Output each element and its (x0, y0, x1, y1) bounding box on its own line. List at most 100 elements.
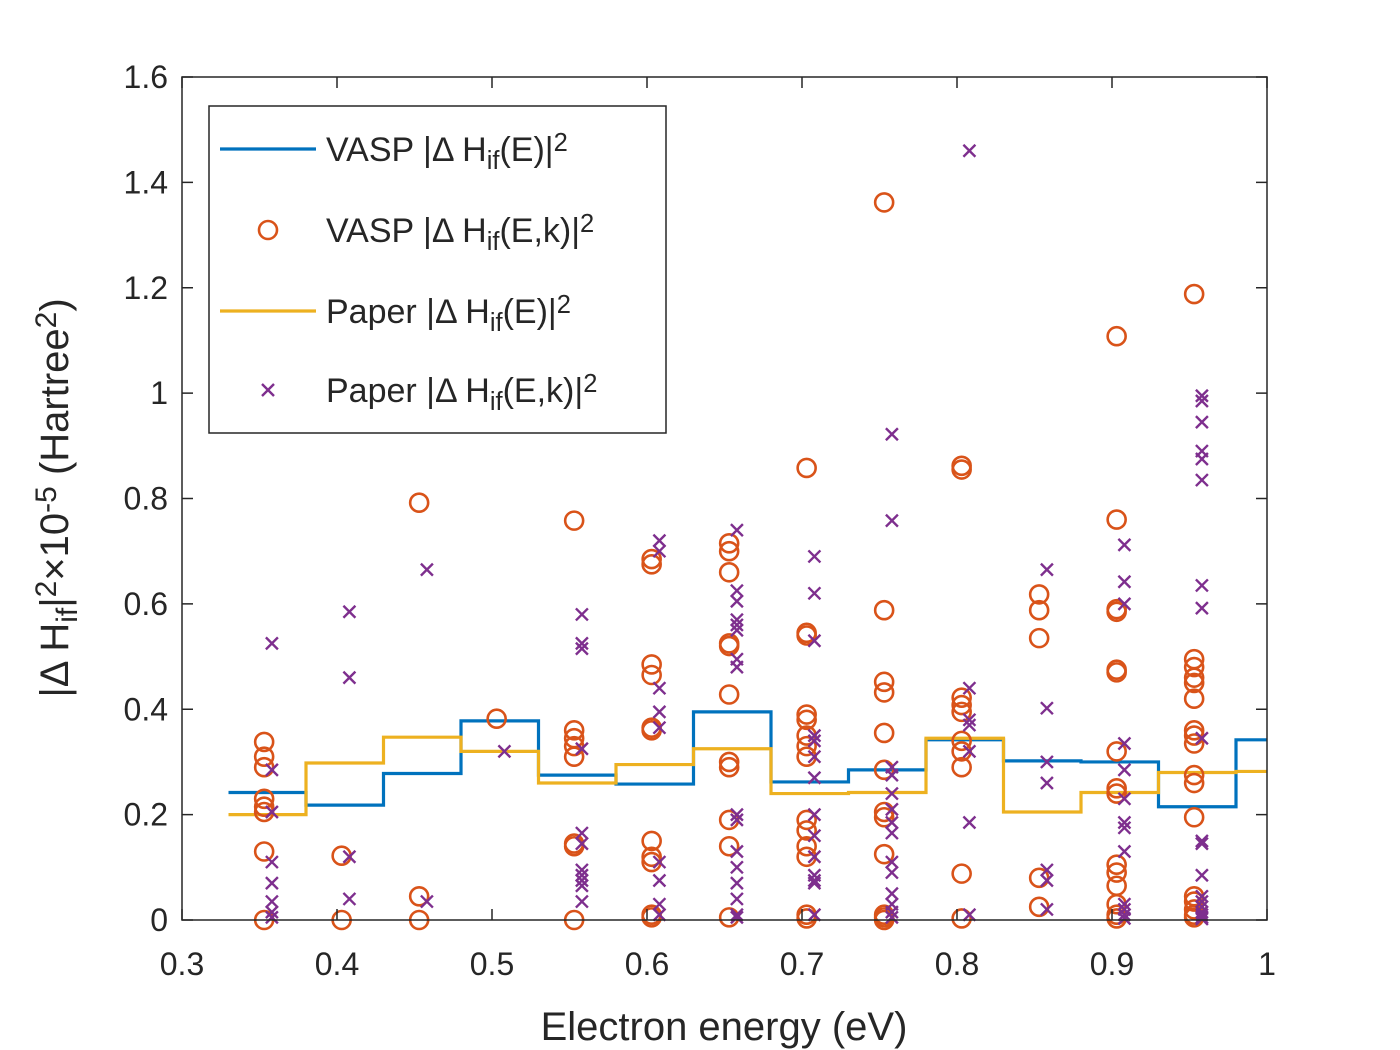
cross-point (807, 728, 822, 743)
circle-point (1183, 672, 1205, 694)
x-tick-label: 0.7 (780, 946, 824, 982)
cross-point (730, 910, 744, 925)
circle-point (951, 701, 972, 723)
cross-point (652, 897, 667, 912)
cross-point (652, 533, 667, 548)
cross-point (265, 805, 279, 819)
circle-point (486, 708, 507, 730)
cross-point (1117, 907, 1132, 922)
cross-point (730, 844, 744, 859)
cross-point (730, 807, 744, 822)
cross-point (1195, 868, 1209, 883)
cross-point (1040, 562, 1054, 577)
circle-point (796, 457, 817, 479)
legend-entry-label: Paper |Δ Hif(E,k)|2 (326, 370, 597, 416)
cross-point (652, 873, 667, 888)
circle-point (1106, 662, 1127, 683)
cross-point (1195, 578, 1209, 593)
y-tick-label: 0.4 (124, 691, 168, 727)
circle-point (641, 554, 662, 575)
cross-point (652, 855, 667, 869)
cross-point (730, 892, 744, 906)
cross-point (730, 612, 744, 627)
cross-point (652, 681, 667, 696)
cross-point (342, 849, 357, 864)
cross-point (1117, 597, 1132, 611)
circle-point (563, 510, 585, 531)
circle-point (873, 192, 895, 213)
circle-point (1183, 720, 1205, 741)
circle-point (1106, 325, 1127, 347)
circle-point (796, 704, 817, 725)
circle-point (1183, 667, 1205, 688)
cross-point (265, 636, 279, 651)
circle-point (641, 846, 662, 868)
cross-point (420, 894, 434, 909)
cross-point (962, 815, 977, 830)
cross-point (575, 894, 589, 909)
circle-point (796, 735, 817, 757)
cross-point (1195, 731, 1209, 746)
cross-point (962, 681, 977, 696)
x-tick-label: 0.5 (470, 946, 514, 982)
circle-point (796, 709, 817, 731)
cross-point (730, 907, 744, 922)
cross-point (1195, 415, 1209, 429)
circle-point (873, 843, 895, 865)
cross-point (885, 786, 899, 801)
circle-point (1028, 584, 1050, 605)
cross-point (885, 886, 899, 901)
y-tick-label: 1.4 (124, 164, 168, 200)
cross-point (265, 894, 279, 909)
x-tick-label: 0.9 (1090, 946, 1134, 982)
cross-point (575, 741, 589, 756)
cross-point (265, 905, 279, 919)
cross-point (730, 583, 744, 598)
circle-point (718, 540, 740, 562)
x-tick-label: 0.6 (625, 946, 669, 982)
x-tick-label: 0.8 (935, 946, 979, 982)
axis-ticks: 0.3 0.4 0.5 0.6 0.7 0.8 0.9 1 0 0.2 0.4 0.6 0.8 1 1.2 1… (124, 59, 1276, 982)
circle-point (951, 908, 972, 929)
cross-point (807, 749, 822, 764)
circle-point (1183, 733, 1205, 754)
circle-point (563, 746, 585, 767)
cross-point (885, 768, 899, 782)
cross-point (885, 826, 899, 840)
cross-point (885, 513, 899, 528)
circle-point (873, 599, 895, 621)
cross-point (1195, 601, 1209, 615)
cross-point (1195, 912, 1209, 926)
circle-point (1106, 509, 1127, 530)
cross-point (1117, 897, 1132, 912)
cross-point (342, 604, 357, 619)
cross-point (730, 813, 744, 827)
circle-point (641, 830, 662, 852)
cross-point (885, 802, 899, 817)
cross-point (885, 910, 899, 925)
circle-point (796, 835, 817, 857)
circle-point (1106, 875, 1127, 897)
cross-point (1040, 873, 1054, 888)
cross-point (652, 907, 667, 922)
circle-point (253, 731, 275, 753)
y-tick-label: 1.6 (124, 59, 168, 95)
cross-point (1195, 889, 1209, 904)
cross-point (807, 828, 822, 843)
x-tick-label: 0.3 (160, 946, 204, 982)
circle-point (951, 756, 972, 778)
cross-point (962, 907, 977, 922)
cross-point (1040, 776, 1054, 790)
circle-point (1106, 854, 1127, 875)
cross-point (265, 910, 279, 925)
cross-point (807, 586, 822, 601)
legend-entry-label: Paper |Δ Hif(E)|2 (326, 291, 571, 337)
legend-circle-swatch (257, 219, 279, 241)
circle-point (1106, 862, 1127, 883)
cross-point (885, 905, 899, 919)
cross-point (885, 865, 899, 880)
circle-point (951, 863, 972, 884)
circle-point (641, 664, 662, 686)
circle-point (408, 885, 430, 907)
